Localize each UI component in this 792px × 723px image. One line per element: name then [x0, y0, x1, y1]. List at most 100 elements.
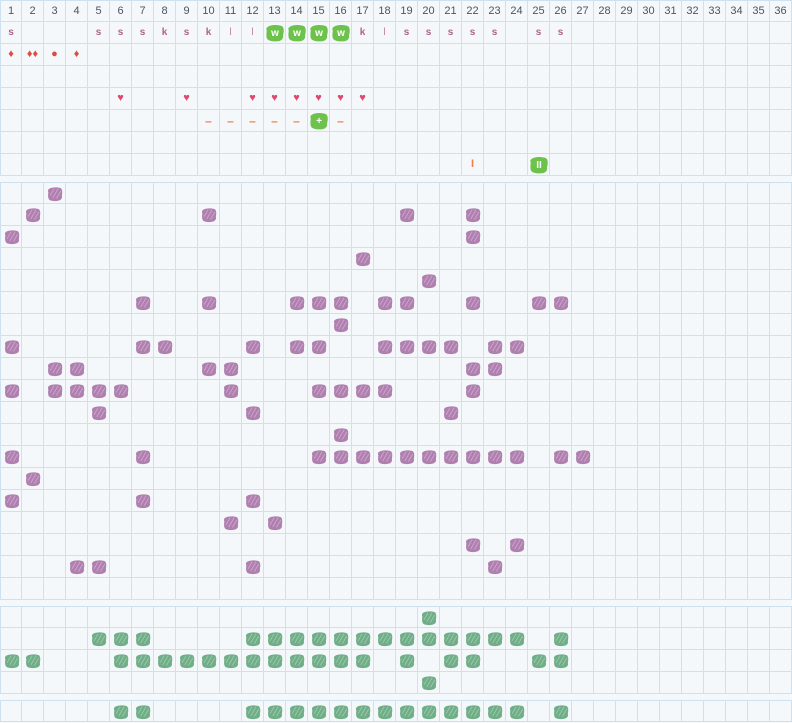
grid-cell[interactable]: 10	[198, 0, 220, 22]
grid-cell[interactable]	[66, 672, 88, 694]
grid-cell[interactable]	[440, 270, 462, 292]
grid-cell[interactable]	[66, 314, 88, 336]
grid-cell[interactable]	[638, 468, 660, 490]
grid-cell[interactable]	[726, 270, 748, 292]
grid-cell[interactable]	[528, 66, 550, 88]
grid-cell[interactable]	[66, 534, 88, 556]
grid-cell[interactable]	[66, 512, 88, 534]
grid-cell[interactable]	[0, 336, 22, 358]
grid-cell[interactable]	[550, 226, 572, 248]
grid-cell[interactable]: 15	[308, 0, 330, 22]
grid-cell[interactable]	[616, 154, 638, 176]
grid-cell[interactable]	[616, 204, 638, 226]
grid-cell[interactable]	[154, 672, 176, 694]
grid-cell[interactable]	[220, 358, 242, 380]
grid-cell[interactable]	[660, 578, 682, 600]
grid-cell[interactable]	[726, 204, 748, 226]
grid-cell[interactable]	[22, 606, 44, 628]
green-mark[interactable]	[398, 630, 416, 648]
grid-cell[interactable]	[22, 314, 44, 336]
grid-cell[interactable]	[66, 628, 88, 650]
grid-cell[interactable]: +	[308, 110, 330, 132]
grid-cell[interactable]	[66, 446, 88, 468]
grid-cell[interactable]	[748, 402, 770, 424]
grid-cell[interactable]	[0, 182, 22, 204]
grid-cell[interactable]	[462, 512, 484, 534]
grid-cell[interactable]	[440, 132, 462, 154]
grid-cell[interactable]	[264, 154, 286, 176]
grid-cell[interactable]	[770, 628, 792, 650]
grid-cell[interactable]	[44, 700, 66, 722]
grid-cell[interactable]	[396, 446, 418, 468]
grid-cell[interactable]	[242, 490, 264, 512]
grid-cell[interactable]	[462, 402, 484, 424]
grid-cell[interactable]	[770, 672, 792, 694]
purple-mark[interactable]	[134, 492, 152, 510]
grid-cell[interactable]	[462, 606, 484, 628]
grid-cell[interactable]	[0, 270, 22, 292]
purple-mark[interactable]	[68, 558, 86, 576]
grid-cell[interactable]	[704, 314, 726, 336]
grid-cell[interactable]	[176, 490, 198, 512]
grid-cell[interactable]	[264, 248, 286, 270]
grid-cell[interactable]	[770, 650, 792, 672]
grid-cell[interactable]	[462, 132, 484, 154]
grid-cell[interactable]	[572, 88, 594, 110]
grid-cell[interactable]	[770, 204, 792, 226]
grid-cell[interactable]	[352, 292, 374, 314]
grid-cell[interactable]	[286, 672, 308, 694]
grid-cell[interactable]	[726, 650, 748, 672]
grid-cell[interactable]	[44, 292, 66, 314]
purple-mark[interactable]	[244, 338, 262, 356]
grid-cell[interactable]: 3	[44, 0, 66, 22]
grid-cell[interactable]	[396, 628, 418, 650]
grid-cell[interactable]	[110, 110, 132, 132]
grid-cell[interactable]	[440, 700, 462, 722]
grid-cell[interactable]	[682, 402, 704, 424]
grid-cell[interactable]	[286, 270, 308, 292]
grid-cell[interactable]: –	[330, 110, 352, 132]
green-mark[interactable]	[310, 630, 328, 648]
grid-cell[interactable]	[770, 132, 792, 154]
grid-cell[interactable]	[418, 446, 440, 468]
grid-cell[interactable]	[440, 226, 462, 248]
grid-cell[interactable]	[198, 314, 220, 336]
grid-cell[interactable]	[88, 358, 110, 380]
grid-cell[interactable]: 33	[704, 0, 726, 22]
grid-cell[interactable]	[176, 650, 198, 672]
purple-mark[interactable]	[3, 448, 21, 466]
grid-cell[interactable]	[176, 380, 198, 402]
grid-cell[interactable]	[44, 248, 66, 270]
purple-mark[interactable]	[332, 426, 350, 444]
grid-cell[interactable]	[418, 606, 440, 628]
grid-cell[interactable]	[660, 534, 682, 556]
purple-mark[interactable]	[90, 382, 108, 400]
grid-cell[interactable]	[66, 380, 88, 402]
grid-cell[interactable]	[506, 110, 528, 132]
grid-cell[interactable]	[352, 182, 374, 204]
green-mark[interactable]	[24, 652, 42, 670]
grid-cell[interactable]	[242, 556, 264, 578]
grid-cell[interactable]	[198, 650, 220, 672]
grid-cell[interactable]	[154, 44, 176, 66]
grid-cell[interactable]	[198, 44, 220, 66]
grid-cell[interactable]	[66, 490, 88, 512]
grid-cell[interactable]	[638, 314, 660, 336]
purple-mark[interactable]	[266, 514, 284, 532]
grid-cell[interactable]	[66, 402, 88, 424]
grid-cell[interactable]	[726, 534, 748, 556]
grid-cell[interactable]	[308, 66, 330, 88]
grid-cell[interactable]	[110, 132, 132, 154]
grid-cell[interactable]	[0, 314, 22, 336]
grid-cell[interactable]	[22, 556, 44, 578]
grid-cell[interactable]	[88, 132, 110, 154]
purple-mark[interactable]	[222, 382, 240, 400]
grid-cell[interactable]	[264, 672, 286, 694]
grid-cell[interactable]	[660, 446, 682, 468]
green-mark[interactable]	[332, 703, 350, 721]
green-mark[interactable]	[178, 652, 196, 670]
grid-cell[interactable]	[594, 424, 616, 446]
grid-cell[interactable]	[198, 66, 220, 88]
grid-cell[interactable]	[704, 512, 726, 534]
grid-cell[interactable]	[572, 534, 594, 556]
